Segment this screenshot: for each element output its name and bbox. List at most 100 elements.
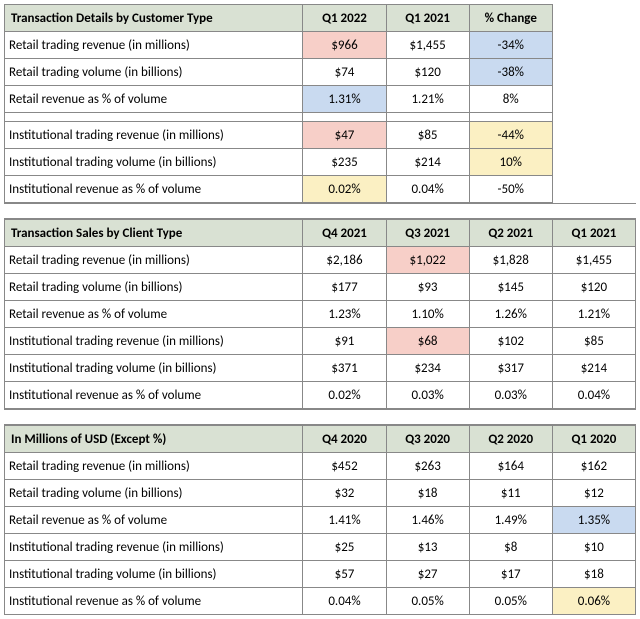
- cell: 0.02%: [303, 176, 386, 203]
- table-row: Institutional revenue as % of volume0.04…: [5, 588, 636, 615]
- row-label: Institutional trading volume (in billion…: [5, 355, 303, 382]
- empty: [552, 122, 635, 149]
- cell: $162: [552, 453, 635, 480]
- cell: 1.41%: [303, 507, 386, 534]
- table-row: Retail trading revenue (in millions)$452…: [5, 453, 636, 480]
- cell: 1.21%: [386, 86, 469, 113]
- cell: $68: [386, 328, 469, 355]
- table-row: Institutional trading revenue (in millio…: [5, 534, 636, 561]
- table-row: Institutional trading volume (in billion…: [5, 561, 636, 588]
- cell: $317: [469, 355, 552, 382]
- cell: $263: [386, 453, 469, 480]
- cell: -34%: [469, 32, 552, 59]
- cell: $85: [552, 328, 635, 355]
- row-label: Retail trading volume (in billions): [5, 274, 303, 301]
- table-row: Institutional trading volume (in billion…: [5, 355, 636, 382]
- cell: $18: [552, 561, 635, 588]
- header-row: Transaction Details by Customer Type Q1 2…: [5, 5, 636, 32]
- cell: $17: [469, 561, 552, 588]
- cell: $164: [469, 453, 552, 480]
- cell: 8%: [469, 86, 552, 113]
- cell: $47: [303, 122, 386, 149]
- table-2: Transaction Sales by Client TypeQ4 2021Q…: [4, 219, 636, 409]
- cell: $214: [552, 355, 635, 382]
- cell: $93: [386, 274, 469, 301]
- cell: $74: [303, 59, 386, 86]
- row-label: Institutional trading volume (in billion…: [5, 149, 303, 176]
- header-col: Q1 2021: [386, 5, 469, 32]
- row-label: Institutional revenue as % of volume: [5, 588, 303, 615]
- header-label: Transaction Details by Customer Type: [5, 5, 303, 32]
- cell: $85: [386, 122, 469, 149]
- cell: 0.03%: [386, 382, 469, 409]
- header-col: Q4 2020: [303, 426, 386, 453]
- header-col: Q1 2021: [552, 220, 635, 247]
- cell: $145: [469, 274, 552, 301]
- cell: $11: [469, 480, 552, 507]
- cell: $966: [303, 32, 386, 59]
- header-col: Q3 2021: [386, 220, 469, 247]
- row-label: Institutional trading volume (in billion…: [5, 561, 303, 588]
- table-row: Retail trading volume (in billions)$74$1…: [5, 59, 636, 86]
- table-3: In Millions of USD (Except %)Q4 2020Q3 2…: [4, 425, 636, 615]
- cell: 0.04%: [303, 588, 386, 615]
- cell: 1.46%: [386, 507, 469, 534]
- empty: [552, 59, 635, 86]
- row-label: Retail trading volume (in billions): [5, 480, 303, 507]
- cell: $102: [469, 328, 552, 355]
- table-row: Retail revenue as % of volume1.23%1.10%1…: [5, 301, 636, 328]
- table-row: Institutional trading volume (in billion…: [5, 149, 636, 176]
- row-label: Institutional trading revenue (in millio…: [5, 328, 303, 355]
- cell: -38%: [469, 59, 552, 86]
- row-label: Retail trading volume (in billions): [5, 59, 303, 86]
- table-row: Retail revenue as % of volume1.41%1.46%1…: [5, 507, 636, 534]
- cell: $1,828: [469, 247, 552, 274]
- header-col: % Change: [469, 5, 552, 32]
- header-col: Q4 2021: [303, 220, 386, 247]
- table-row: Institutional revenue as % of volume0.02…: [5, 382, 636, 409]
- table-row: Institutional revenue as % of volume0.02…: [5, 176, 636, 203]
- cell: $10: [552, 534, 635, 561]
- cell: $8: [469, 534, 552, 561]
- row-label: Retail trading revenue (in millions): [5, 32, 303, 59]
- header-col: Q1 2020: [552, 426, 635, 453]
- cell: $120: [386, 59, 469, 86]
- cell: $177: [303, 274, 386, 301]
- header-label: In Millions of USD (Except %): [5, 426, 303, 453]
- cell: 1.26%: [469, 301, 552, 328]
- cell: 0.05%: [386, 588, 469, 615]
- cell: 1.23%: [303, 301, 386, 328]
- cell: 0.06%: [552, 588, 635, 615]
- header-row: In Millions of USD (Except %)Q4 2020Q3 2…: [5, 426, 636, 453]
- cell: $12: [552, 480, 635, 507]
- cell: 10%: [469, 149, 552, 176]
- empty: [552, 5, 635, 32]
- cell: $91: [303, 328, 386, 355]
- row-label: Retail trading revenue (in millions): [5, 247, 303, 274]
- cell: $2,186: [303, 247, 386, 274]
- empty: [552, 176, 635, 203]
- empty: [552, 149, 635, 176]
- financial-tables: Transaction Details by Customer Type Q1 2…: [4, 4, 636, 615]
- row-label: Institutional revenue as % of volume: [5, 382, 303, 409]
- row-label: Retail trading revenue (in millions): [5, 453, 303, 480]
- cell: 1.21%: [552, 301, 635, 328]
- cell: $27: [386, 561, 469, 588]
- cell: $57: [303, 561, 386, 588]
- row-label: Retail revenue as % of volume: [5, 507, 303, 534]
- cell: 1.10%: [386, 301, 469, 328]
- cell: $1,022: [386, 247, 469, 274]
- cell: 1.31%: [303, 86, 386, 113]
- cell: $235: [303, 149, 386, 176]
- table-row: Retail trading volume (in billions)$177$…: [5, 274, 636, 301]
- cell: 1.49%: [469, 507, 552, 534]
- gap: [4, 409, 636, 425]
- cell: 0.04%: [386, 176, 469, 203]
- table-row: Retail trading revenue (in millions)$966…: [5, 32, 636, 59]
- cell: $13: [386, 534, 469, 561]
- cell: -50%: [469, 176, 552, 203]
- table-row: Retail trading revenue (in millions)$2,1…: [5, 247, 636, 274]
- table-row: Institutional trading revenue (in millio…: [5, 328, 636, 355]
- header-col: Q2 2021: [469, 220, 552, 247]
- cell: -44%: [469, 122, 552, 149]
